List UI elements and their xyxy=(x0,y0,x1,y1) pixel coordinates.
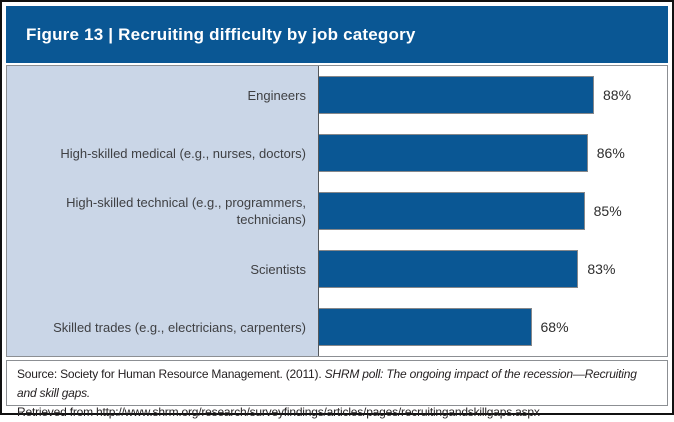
category-cell: High-skilled medical (e.g., nurses, doct… xyxy=(7,124,319,182)
category-label: Engineers xyxy=(247,87,306,103)
category-cell: Engineers xyxy=(7,66,319,124)
bar-cell: 85% xyxy=(319,182,667,240)
bar xyxy=(319,250,579,288)
bar-cell: 83% xyxy=(319,240,667,298)
bar-value-label: 86% xyxy=(596,145,625,161)
category-cell: Skilled trades (e.g., electricians, carp… xyxy=(7,298,319,356)
category-label: High-skilled medical (e.g., nurses, doct… xyxy=(60,145,306,161)
source-text: Source: Society for Human Resource Manag… xyxy=(17,365,657,422)
chart-row: Engineers 88% xyxy=(7,66,667,124)
bar-cell: 68% xyxy=(319,298,667,356)
source-citation: Source: Society for Human Resource Manag… xyxy=(17,367,325,381)
bar-value-label: 88% xyxy=(603,87,632,103)
chart-row: High-skilled medical (e.g., nurses, doct… xyxy=(7,124,667,182)
bar-value-label: 68% xyxy=(540,319,569,335)
chart-row: Scientists 83% xyxy=(7,240,667,298)
category-cell: High-skilled technical (e.g., programmer… xyxy=(7,182,319,240)
figure-title: Figure 13 | Recruiting difficulty by job… xyxy=(26,24,416,44)
source-box: Source: Society for Human Resource Manag… xyxy=(6,360,668,419)
category-cell: Scientists xyxy=(7,240,319,298)
chart-row: Skilled trades (e.g., electricians, carp… xyxy=(7,298,667,356)
category-label: Scientists xyxy=(250,261,306,277)
bar xyxy=(319,192,585,230)
category-label: Skilled trades (e.g., electricians, carp… xyxy=(53,319,306,335)
source-url: Retrieved from http://www.shrm.org/resea… xyxy=(17,405,540,419)
figure-header: Figure 13 | Recruiting difficulty by job… xyxy=(6,6,668,63)
chart-row: High-skilled technical (e.g., programmer… xyxy=(7,182,667,240)
bar-value-label: 83% xyxy=(587,261,616,277)
bar xyxy=(319,134,588,172)
bar xyxy=(319,76,594,114)
category-label: High-skilled technical (e.g., programmer… xyxy=(66,195,306,227)
bar xyxy=(319,308,532,346)
bar-value-label: 85% xyxy=(593,203,622,219)
bar-cell: 86% xyxy=(319,124,667,182)
source-title-italic: SHRM poll: The ongoing impact of the rec… xyxy=(17,367,637,400)
bar-chart: Engineers 88% High-skilled medical (e.g.… xyxy=(6,65,668,357)
bar-cell: 88% xyxy=(319,66,667,124)
